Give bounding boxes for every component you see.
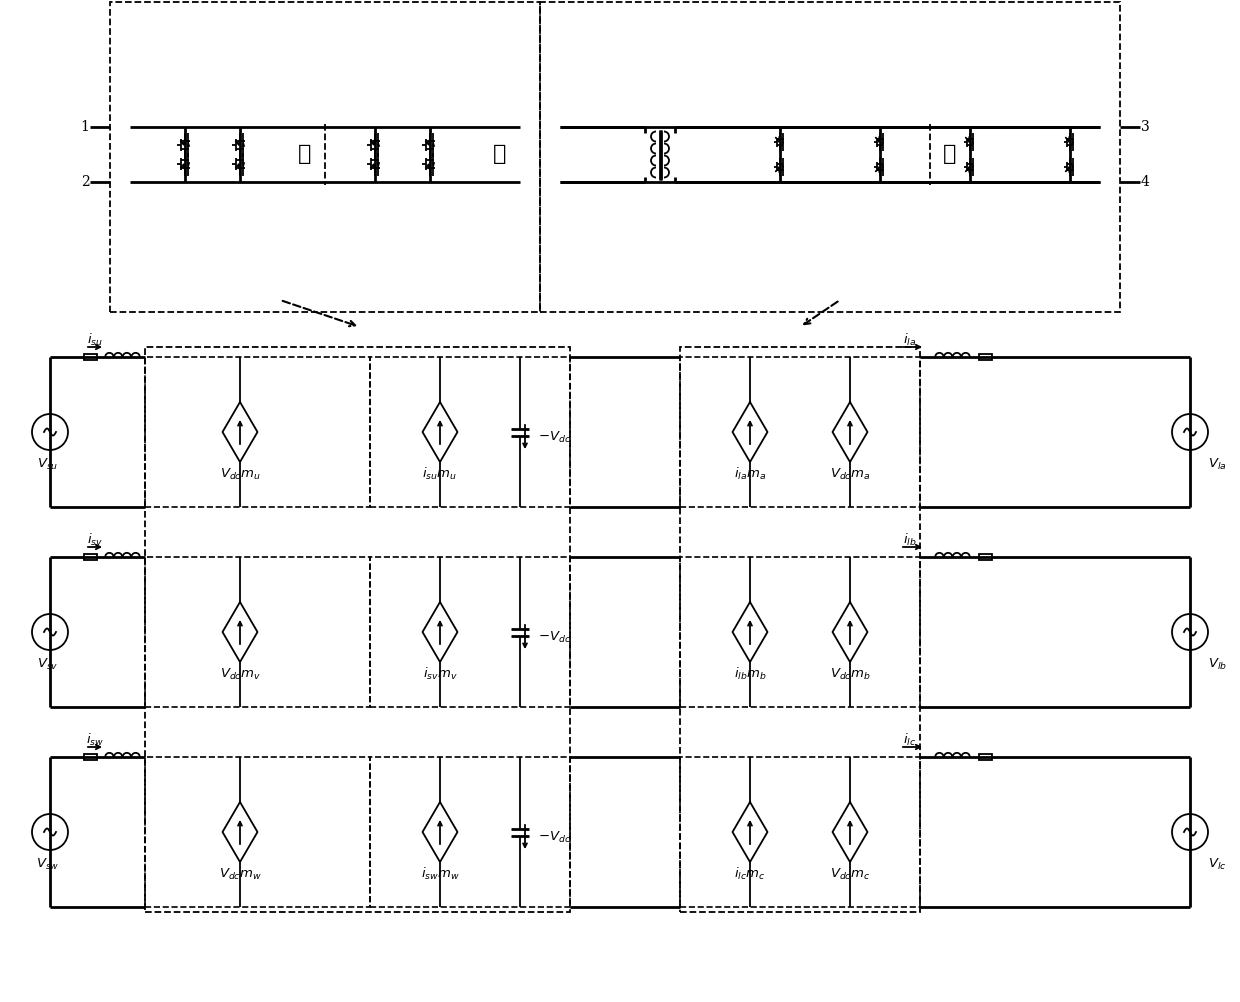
Bar: [680, 757, 920, 907]
Bar: [370, 757, 570, 907]
Bar: [83, 754, 97, 761]
Text: $-V_{dc}$: $-V_{dc}$: [538, 830, 570, 845]
Text: $i_{lb}$: $i_{lb}$: [903, 532, 916, 548]
Polygon shape: [971, 139, 975, 143]
Bar: [680, 357, 920, 507]
Text: $V_{dc}m_c$: $V_{dc}m_c$: [830, 867, 870, 882]
Polygon shape: [377, 141, 381, 146]
Text: $V_{dc}m_b$: $V_{dc}m_b$: [830, 666, 870, 681]
Text: $V_{dc}m_w$: $V_{dc}m_w$: [218, 867, 262, 882]
Text: $i_{su}$: $i_{su}$: [87, 332, 103, 348]
Text: $i_{sw}m_w$: $i_{sw}m_w$: [420, 866, 460, 882]
Text: $V_{lc}$: $V_{lc}$: [1208, 857, 1226, 872]
Bar: [145, 347, 570, 912]
Text: $i_{la}$: $i_{la}$: [903, 332, 916, 348]
Text: $i_{la}m_a$: $i_{la}m_a$: [734, 466, 766, 482]
Bar: [110, 2, 539, 312]
Polygon shape: [971, 165, 975, 170]
Bar: [83, 554, 97, 560]
Text: $V_{dc}m_a$: $V_{dc}m_a$: [830, 467, 870, 482]
Polygon shape: [882, 139, 884, 143]
Bar: [680, 557, 920, 707]
Bar: [370, 557, 570, 707]
Polygon shape: [242, 141, 246, 146]
Polygon shape: [1071, 165, 1074, 170]
Text: $-V_{dc}$: $-V_{dc}$: [538, 629, 570, 644]
Polygon shape: [242, 162, 246, 168]
Bar: [145, 357, 370, 507]
Text: $V_{sv}$: $V_{sv}$: [37, 656, 58, 671]
Polygon shape: [187, 162, 190, 168]
Text: $i_{lc}$: $i_{lc}$: [904, 731, 916, 748]
Polygon shape: [432, 162, 435, 168]
Polygon shape: [1071, 139, 1074, 143]
Bar: [978, 354, 992, 361]
Text: $V_{su}$: $V_{su}$: [37, 457, 58, 472]
Polygon shape: [432, 141, 435, 146]
Text: $i_{sv}m_v$: $i_{sv}m_v$: [423, 666, 458, 682]
Text: $i_{su}m_u$: $i_{su}m_u$: [423, 466, 458, 482]
Bar: [539, 2, 1120, 312]
Text: $V_{dc}m_u$: $V_{dc}m_u$: [219, 467, 260, 482]
Text: $V_{la}$: $V_{la}$: [1208, 457, 1226, 472]
Text: $i_{sw}$: $i_{sw}$: [86, 731, 104, 748]
Bar: [680, 347, 920, 912]
Text: $V_{lb}$: $V_{lb}$: [1208, 656, 1228, 671]
Bar: [83, 354, 97, 361]
Text: ⋮: ⋮: [944, 143, 957, 165]
Text: $V_{sw}$: $V_{sw}$: [36, 857, 60, 872]
Text: 2: 2: [81, 175, 89, 189]
Text: $V_{dc}m_v$: $V_{dc}m_v$: [219, 666, 260, 681]
Polygon shape: [781, 165, 784, 170]
Text: 3: 3: [1141, 120, 1149, 134]
Bar: [370, 357, 570, 507]
Text: ⋮: ⋮: [494, 143, 507, 165]
Bar: [145, 557, 370, 707]
Text: $i_{lc}m_c$: $i_{lc}m_c$: [734, 866, 766, 882]
Text: ⋮: ⋮: [299, 143, 311, 165]
Text: $-V_{dc}$: $-V_{dc}$: [538, 430, 570, 445]
Text: $i_{lb}m_b$: $i_{lb}m_b$: [734, 666, 766, 682]
Polygon shape: [377, 162, 381, 168]
Polygon shape: [882, 165, 884, 170]
Polygon shape: [187, 141, 190, 146]
Bar: [978, 754, 992, 761]
Text: 1: 1: [81, 120, 89, 134]
Bar: [145, 757, 370, 907]
Text: 4: 4: [1141, 175, 1149, 189]
Polygon shape: [781, 139, 784, 143]
Text: $i_{sv}$: $i_{sv}$: [87, 532, 103, 548]
Bar: [978, 554, 992, 560]
